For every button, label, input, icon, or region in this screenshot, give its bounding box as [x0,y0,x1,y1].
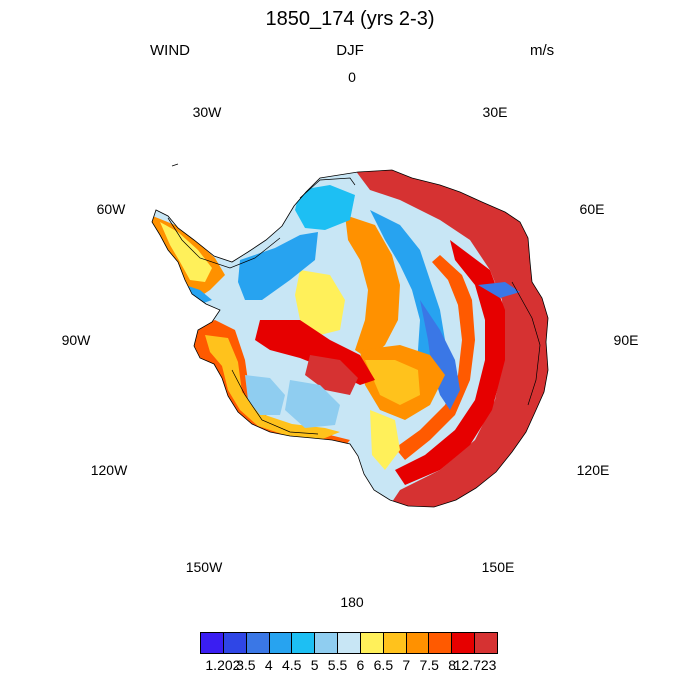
colorbar-swatch [201,633,224,653]
colorbar-swatch [246,633,270,653]
colorbar-swatch [429,633,453,653]
colorbar-label: 4 [264,657,273,673]
colorbar-swatch [223,633,247,653]
lon-label-120e: 120E [576,462,610,478]
lon-label-60w: 60W [96,201,126,217]
lon-label-120w: 120W [90,462,128,478]
colorbar-label: 6.5 [373,657,394,673]
colorbar-swatch [383,633,407,653]
colorbar-label: 5.5 [327,657,348,673]
colorbar [200,632,498,654]
season-label: DJF [336,42,364,59]
units-label: m/s [530,42,555,59]
colorbar-swatch [406,633,430,653]
colorbar-swatch [452,633,476,653]
lon-label-30w: 30W [192,104,222,120]
colorbar-label: 7 [402,657,411,673]
colorbar-swatch [315,633,339,653]
colorbar-swatch [292,633,316,653]
colorbar-swatch [338,633,361,653]
colorbar-label: 4.5 [281,657,302,673]
colorbar-label: 5 [310,657,319,673]
lon-label-150e: 150E [481,559,515,575]
lon-label-0: 0 [348,69,356,85]
colorbar-label: 6 [356,657,365,673]
colorbar-swatch [360,633,384,653]
colorbar-label: 3.5 [236,657,256,673]
variable-label: WIND [150,42,190,59]
colorbar-label: 8 [448,657,457,673]
lon-label-30e: 30E [482,104,508,120]
colorbar-swatch [269,633,293,653]
lon-label-60e: 60E [579,201,605,217]
colorbar-label: 7.5 [419,657,439,673]
lon-label-90w: 90W [61,332,91,348]
colorbar-label: 1.202 [205,657,241,673]
colorbar-swatch [475,633,497,653]
lon-label-150w: 150W [185,559,223,575]
colorbar-label: 12.723 [453,657,497,673]
plot-title: 1850_174 (yrs 2-3) [265,8,435,30]
lon-label-180: 180 [340,594,364,610]
lon-label-90e: 90E [613,332,639,348]
